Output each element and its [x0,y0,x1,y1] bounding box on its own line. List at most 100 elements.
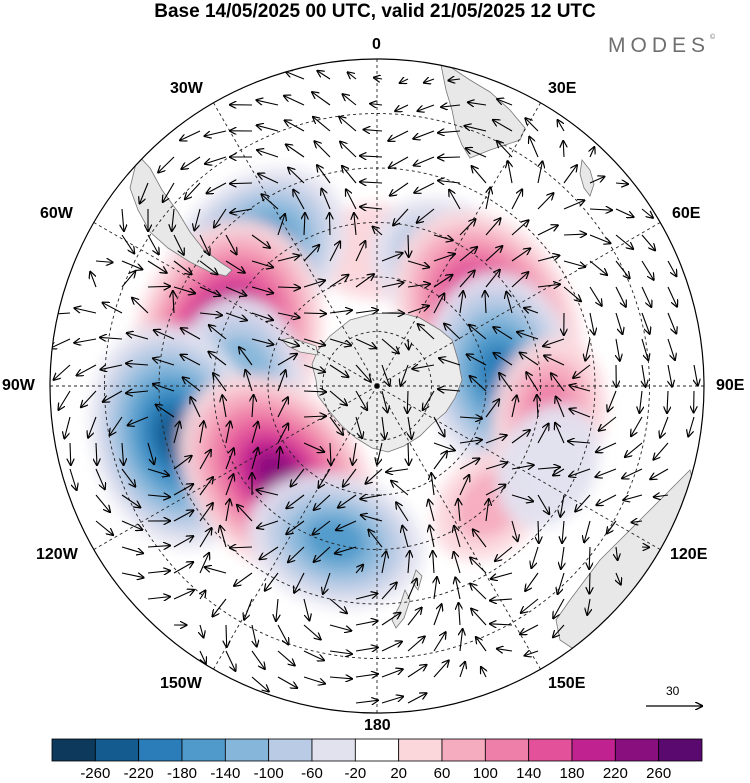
wind-vector [639,390,642,413]
wind-vector [173,260,192,274]
wind-vector [205,130,227,136]
wind-vector [494,353,513,366]
wind-vector [623,494,643,500]
vector-scale-label: 30 [666,684,680,698]
wind-vector [355,621,378,625]
wind-vector [364,130,383,131]
wind-vector [262,194,279,210]
wind-vector [303,598,309,620]
wind-vector [140,182,149,203]
meridian [93,385,378,550]
wind-vector [525,651,539,656]
wind-vector [303,391,326,392]
wind-vector [537,424,549,444]
wind-vector [199,234,209,255]
colorbar-swatch [571,738,616,762]
lon-label-60w: 60W [40,205,73,222]
wind-vector [418,104,435,111]
wind-vector [439,358,461,366]
wind-vector [641,338,648,360]
wind-vector [244,598,253,620]
lon-label-150e: 150E [548,675,586,692]
wind-vector [458,499,460,522]
wind-vector [408,234,409,257]
wind-vector [373,227,383,236]
wind-vector [126,363,149,365]
wind-vector [370,104,383,105]
wind-vector [153,358,175,366]
wind-vector [335,546,357,553]
wind-vector [558,572,565,594]
wind-vector [654,442,669,460]
wind-vector [407,665,426,678]
wind-vector [303,313,326,314]
wind-vector [660,416,669,438]
wind-vector [511,272,528,288]
wind-vector [430,525,434,548]
wind-vector [81,390,97,407]
wind-vector [407,260,429,267]
wind-vector [226,421,230,444]
wind-vector [286,494,305,508]
wind-vector [497,99,513,106]
wind-vector [127,333,149,340]
wind-vector [239,347,253,366]
wind-vector [69,468,77,490]
wind-vector [631,416,643,436]
wind-vector [225,260,245,273]
wind-vector [277,650,295,665]
wind-vector [381,253,402,262]
wind-vector [95,261,113,262]
wind-vector [121,234,134,253]
wind-vector [497,141,513,158]
wind-vector [459,440,482,443]
wind-vector [277,313,300,318]
wind-vector [473,529,487,548]
wind-vector [615,260,630,278]
wind-vector [147,286,170,287]
wind-vector [433,254,455,262]
wind-vector [508,161,512,184]
wind-vector [147,234,159,254]
wind-vector [511,465,534,469]
wind-vector [551,373,565,392]
wind-vector [694,364,698,386]
wind-vector [472,166,487,184]
wind-vector [173,234,184,255]
wind-vector [199,313,222,315]
wind-vector [303,416,326,417]
wind-vector [395,104,409,111]
colorbar-tick-label: -100 [253,765,284,782]
wind-vector [303,442,324,452]
wind-vector [493,120,513,132]
wind-vector [209,325,227,340]
wind-vector [277,370,286,392]
wind-vectors [50,71,698,703]
wind-vector [433,442,455,450]
wind-vector [585,338,591,361]
wind-vector [459,475,469,496]
wind-vector [668,364,672,387]
wind-vector [317,165,331,184]
lon-label-30w: 30W [170,80,203,97]
wind-vector [322,189,331,210]
wind-vector [329,310,352,313]
wind-vector [560,494,564,517]
wind-vector [355,565,363,574]
wind-vector [237,505,253,522]
wind-vector [537,225,558,236]
wind-vector [194,208,201,230]
wind-vector [391,481,409,496]
wind-vector [277,354,297,366]
wind-vector [225,650,235,671]
wind-vector [589,234,610,243]
colorbar-swatch [614,738,660,762]
wind-vector [511,494,533,501]
wind-vector [313,117,331,132]
wind-vector [454,526,461,548]
wind-vector [303,245,319,262]
wind-vector [205,567,227,574]
wind-vector [329,651,352,654]
wind-vector [596,468,617,477]
wind-vector [329,416,343,435]
